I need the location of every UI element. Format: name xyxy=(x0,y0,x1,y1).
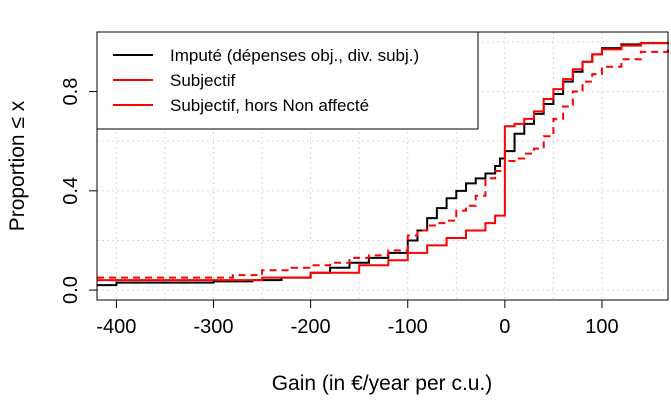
legend-label: Subjectif, hors Non affecté xyxy=(170,96,369,115)
x-tick-label: 0 xyxy=(499,316,510,338)
x-tick-label: -200 xyxy=(291,316,331,338)
series-layer xyxy=(97,41,669,287)
x-tick-label: -400 xyxy=(96,316,136,338)
y-tick-label: 0.8 xyxy=(60,78,82,106)
series-line-2 xyxy=(97,44,669,279)
series-line-3 xyxy=(97,41,669,282)
y-tick-label: 0.0 xyxy=(60,276,82,304)
series-line-1 xyxy=(97,41,669,287)
y-axis: 0.0 0.4 0.8 xyxy=(60,78,98,304)
x-axis: -400 -300 -200 -100 0 100 xyxy=(96,299,619,338)
y-axis-title: Proportion ≤ x xyxy=(6,100,29,231)
x-tick-label: -100 xyxy=(388,316,428,338)
legend-label: Imputé (dépenses obj., div. subj.) xyxy=(170,46,419,65)
x-tick-label: -300 xyxy=(194,316,234,338)
legend: Imputé (dépenses obj., div. subj.) Subjec… xyxy=(96,31,479,130)
legend-box xyxy=(96,31,479,130)
y-tick-label: 0.4 xyxy=(60,177,82,205)
x-tick-label: 100 xyxy=(585,316,618,338)
x-axis-title: Gain (in €/year per c.u.) xyxy=(272,372,493,395)
legend-label: Subjectif xyxy=(170,71,235,90)
